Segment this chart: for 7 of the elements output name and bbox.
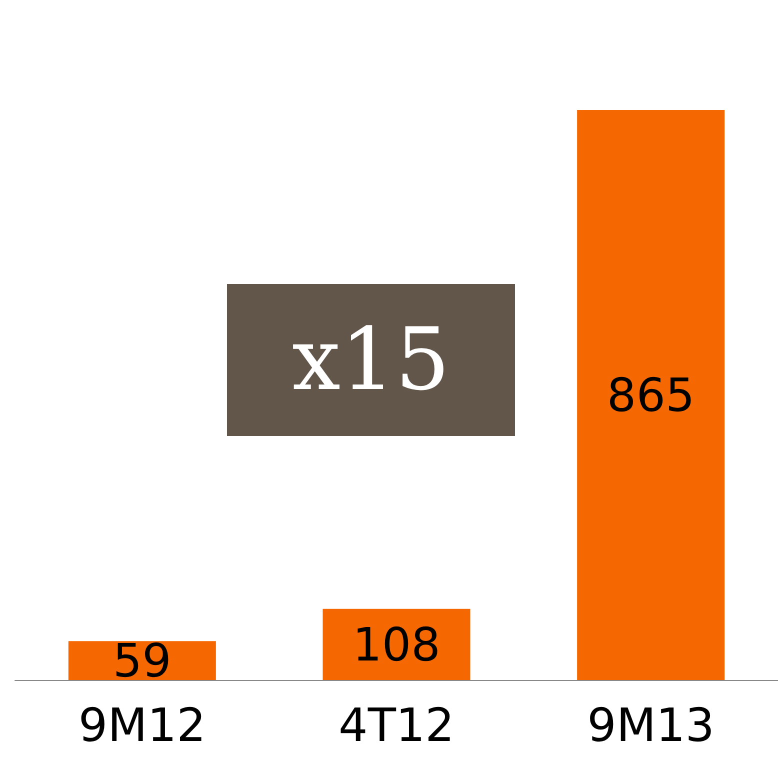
data-label: 865: [606, 368, 695, 422]
data-label: 59: [112, 634, 172, 688]
data-label: 108: [352, 617, 440, 672]
x-tick-label: 9M13: [587, 698, 715, 752]
x-tick-label: 9M12: [78, 698, 206, 752]
annotation: x15: [292, 310, 450, 410]
x-tick-label: 4T12: [338, 698, 454, 752]
